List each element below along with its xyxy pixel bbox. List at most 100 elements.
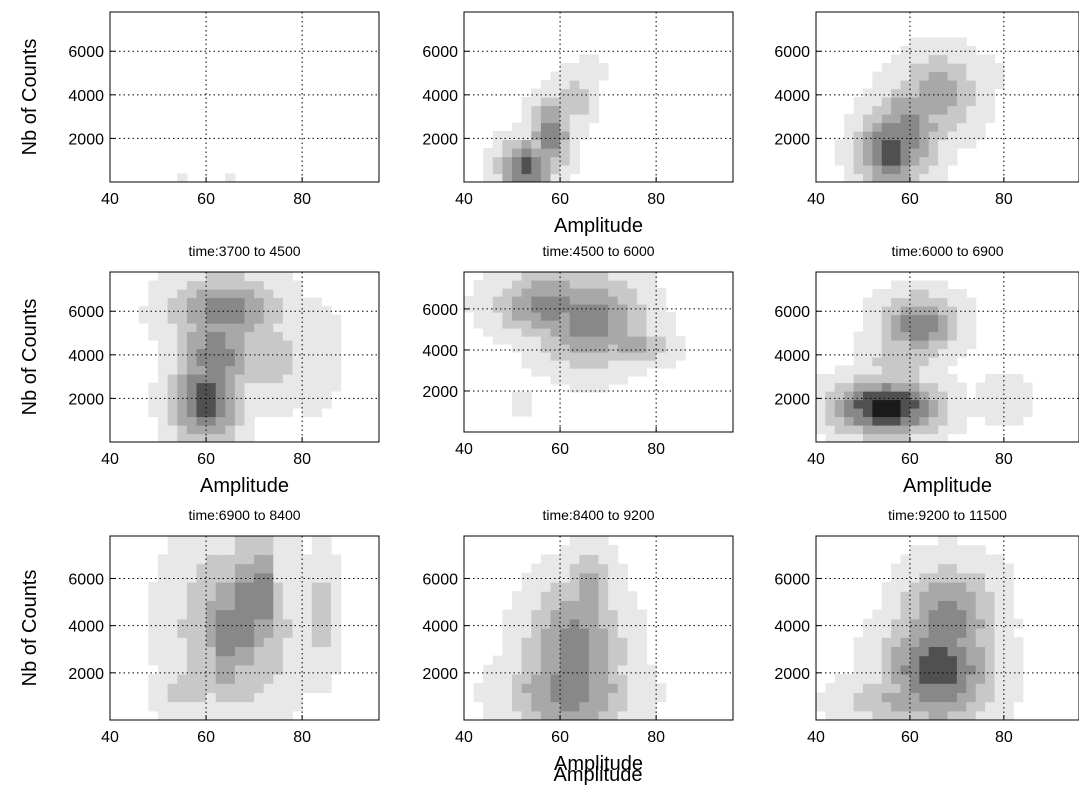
contour-cell xyxy=(502,131,513,141)
contour-cell xyxy=(492,312,503,321)
contour-cell xyxy=(321,572,332,583)
contour-cell xyxy=(947,646,958,657)
contour-cell xyxy=(311,545,322,555)
contour-cell xyxy=(263,289,274,299)
contour-cell xyxy=(891,280,902,290)
contour-cell xyxy=(483,664,494,675)
x-axis-label: Amplitude xyxy=(554,753,643,775)
contour-cell xyxy=(863,416,873,426)
contour-cell xyxy=(292,591,303,601)
contour-cell xyxy=(627,692,638,703)
contour-cell xyxy=(177,382,188,392)
contour-cell xyxy=(282,637,294,647)
contour-cell xyxy=(994,600,1005,611)
contour-cell xyxy=(483,156,494,166)
contour-cell xyxy=(531,288,542,297)
contour-cell xyxy=(909,572,920,583)
contour-cell xyxy=(938,683,949,693)
contour-cell xyxy=(947,71,958,81)
contour-cell xyxy=(206,357,217,367)
contour-cell xyxy=(196,545,207,555)
contour-cell xyxy=(579,609,590,620)
contour-cell xyxy=(225,609,236,620)
contour-cell xyxy=(825,701,836,712)
contour-cell xyxy=(636,637,648,647)
contour-cell xyxy=(891,165,902,175)
contour-cell xyxy=(550,165,561,175)
contour-cell xyxy=(627,609,638,620)
contour-cell xyxy=(273,374,284,384)
grid xyxy=(816,536,1079,720)
contour-cell xyxy=(872,637,883,647)
contour-cell xyxy=(186,323,198,333)
contour-cell xyxy=(215,600,226,611)
contour-cell xyxy=(608,320,619,329)
contour-cell xyxy=(196,297,207,307)
contour-cell xyxy=(928,710,939,720)
contour-cell xyxy=(975,545,986,555)
contour-cell xyxy=(167,348,178,358)
contour-cell xyxy=(844,416,855,426)
contour-cell xyxy=(598,591,609,601)
contour-cell xyxy=(617,368,628,377)
contour-cell xyxy=(994,71,1005,81)
contour-cell xyxy=(292,374,303,384)
contour-cell xyxy=(492,280,503,289)
contour-cell xyxy=(148,314,159,324)
contour-cell xyxy=(909,71,920,81)
contour-cell xyxy=(263,710,274,720)
contour-cell xyxy=(938,433,949,442)
contour-cell xyxy=(919,122,930,132)
contour-cell xyxy=(891,297,902,307)
contour-cell xyxy=(331,554,342,565)
contour-cell xyxy=(512,328,523,337)
contour-cell xyxy=(627,710,638,720)
contour-cell xyxy=(947,692,958,703)
contour-cell xyxy=(167,408,178,418)
contour-cell xyxy=(919,280,930,290)
contour-cell xyxy=(321,331,332,341)
contour-cell xyxy=(521,328,532,337)
contour-cell xyxy=(816,425,826,435)
contour-cell xyxy=(588,312,600,321)
contour-cell xyxy=(627,312,638,321)
contour-cell xyxy=(263,628,274,638)
contour-cell xyxy=(636,352,648,361)
contour-cell xyxy=(891,600,902,611)
contour-cell xyxy=(928,148,939,158)
panel-title: time:9200 to 11500 xyxy=(888,507,1007,523)
contour-cell xyxy=(956,54,967,64)
contour-cell xyxy=(975,692,986,703)
axis-box xyxy=(463,535,734,721)
contour-cell xyxy=(956,710,967,720)
contour-cell xyxy=(853,331,864,341)
contour-cell xyxy=(994,399,1005,409)
contour-cell xyxy=(608,554,619,565)
contour-cell xyxy=(947,600,958,611)
grid xyxy=(816,12,1079,182)
contour-cell xyxy=(909,165,920,175)
contour-cell xyxy=(919,131,930,141)
contour-cell xyxy=(225,399,236,409)
contour-cell xyxy=(627,637,638,647)
contour-cell xyxy=(521,591,532,601)
contour-cell xyxy=(966,637,977,647)
grid xyxy=(464,536,733,720)
contour-cell xyxy=(569,591,580,601)
contour-cell xyxy=(273,646,284,657)
contour-cell xyxy=(985,63,996,73)
contour-cell xyxy=(540,122,552,132)
axis-box xyxy=(815,271,1079,443)
contour-cell xyxy=(891,701,902,712)
contour-cell xyxy=(244,289,255,299)
contour-cell xyxy=(502,320,513,329)
contour-cell xyxy=(928,674,939,684)
contour-cell xyxy=(512,664,523,675)
contour-cell xyxy=(956,80,967,90)
contour-cell xyxy=(196,331,207,341)
contour-cell xyxy=(292,637,303,647)
contour-cell xyxy=(521,637,532,647)
contour-cell xyxy=(598,683,609,693)
contour-cell xyxy=(254,297,265,307)
contour-cell xyxy=(550,122,561,132)
